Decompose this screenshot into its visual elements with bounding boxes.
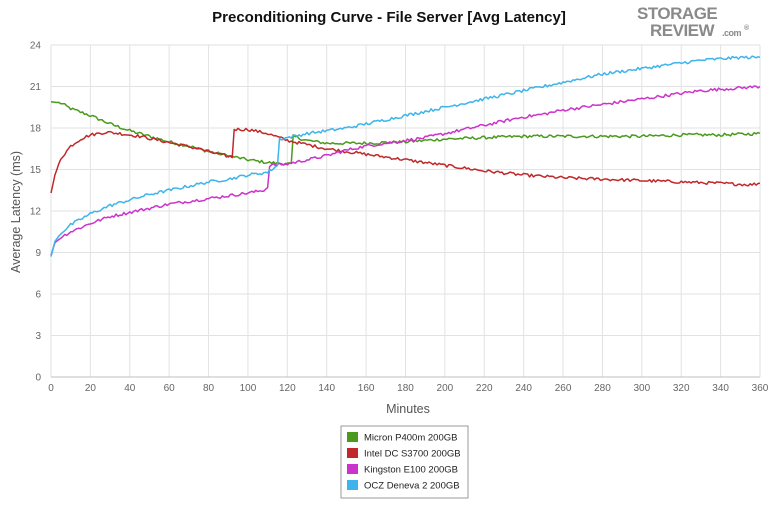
y-tick-label: 15 bbox=[30, 165, 42, 176]
x-tick-label: 300 bbox=[633, 383, 650, 394]
x-tick-label: 320 bbox=[673, 383, 690, 394]
storagereview-logo: STORAGE REVIEW .com ® bbox=[637, 4, 751, 40]
series-line-2 bbox=[50, 85, 761, 256]
x-tick-label: 200 bbox=[437, 383, 454, 394]
x-tick-label: 140 bbox=[318, 383, 335, 394]
x-tick-label: 360 bbox=[752, 383, 769, 394]
x-tick-label: 20 bbox=[85, 383, 97, 394]
x-tick-label: 160 bbox=[358, 383, 375, 394]
x-tick-label: 280 bbox=[594, 383, 611, 394]
series-line-1 bbox=[50, 127, 761, 194]
logo-mark: ® bbox=[744, 24, 750, 32]
y-tick-label: 9 bbox=[35, 248, 41, 259]
logo-line1: STORAGE bbox=[637, 4, 717, 23]
legend-label: OCZ Deneva 2 200GB bbox=[364, 481, 460, 492]
series-lines bbox=[50, 55, 761, 257]
x-tick-label: 60 bbox=[164, 383, 176, 394]
x-tick-label: 340 bbox=[712, 383, 729, 394]
y-tick-label: 24 bbox=[30, 41, 42, 52]
gridlines bbox=[50, 44, 761, 378]
legend-box bbox=[340, 425, 469, 499]
logo-line2: REVIEW bbox=[650, 21, 716, 40]
legend-swatch bbox=[347, 448, 358, 458]
x-tick-label: 40 bbox=[124, 383, 136, 394]
legend-swatch bbox=[347, 432, 358, 442]
legend-label: Intel DC S3700 200GB bbox=[364, 449, 461, 460]
legend: Micron P400m 200GB Intel DC S3700 200GB Ki… bbox=[340, 425, 469, 499]
y-tick-label: 12 bbox=[30, 207, 42, 218]
x-axis-label: Minutes bbox=[386, 402, 430, 416]
legend-label: Kingston E100 200GB bbox=[364, 465, 458, 476]
legend-swatch bbox=[347, 480, 358, 490]
x-tick-label: 0 bbox=[48, 383, 54, 394]
x-tick-label: 180 bbox=[397, 383, 414, 394]
legend-items: Micron P400m 200GB Intel DC S3700 200GB Ki… bbox=[347, 432, 461, 492]
x-tick-label: 260 bbox=[555, 383, 572, 394]
y-tick-label: 18 bbox=[30, 124, 42, 135]
y-tick-label: 0 bbox=[35, 373, 41, 384]
y-tick-label: 21 bbox=[30, 82, 42, 93]
x-axis-ticks: 0 20 40 60 80 100 120 140 160 180 200 220 240 260 280 3… bbox=[48, 383, 769, 394]
x-tick-label: 120 bbox=[279, 383, 296, 394]
series-line-3 bbox=[50, 55, 761, 257]
x-tick-label: 220 bbox=[476, 383, 493, 394]
logo-suffix: .com bbox=[722, 28, 742, 38]
y-tick-label: 3 bbox=[35, 331, 41, 342]
y-axis-ticks: 0 3 6 9 12 15 18 21 24 bbox=[30, 41, 42, 384]
x-tick-label: 80 bbox=[203, 383, 215, 394]
chart-title: Preconditioning Curve - File Server [Avg… bbox=[212, 9, 566, 26]
x-tick-label: 100 bbox=[240, 383, 257, 394]
x-tick-label: 240 bbox=[515, 383, 532, 394]
legend-label: Micron P400m 200GB bbox=[364, 433, 457, 444]
legend-swatch bbox=[347, 464, 358, 474]
y-tick-label: 6 bbox=[35, 290, 41, 301]
y-axis-label: Average Latency (ms) bbox=[9, 151, 23, 273]
